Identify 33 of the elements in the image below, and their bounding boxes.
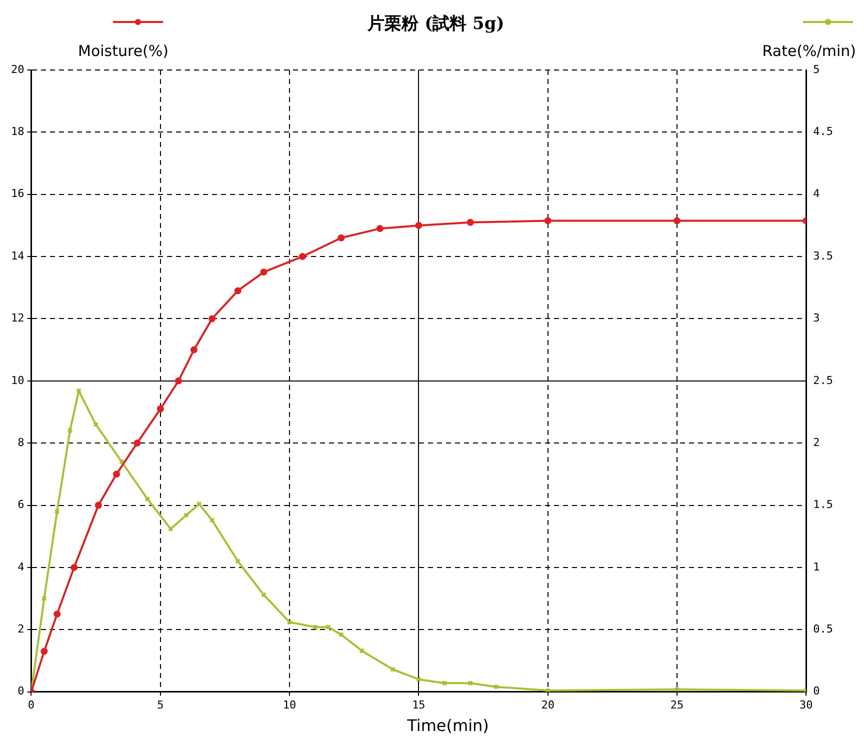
y-tick-label: 12 bbox=[10, 312, 24, 325]
y-tick-label: 10 bbox=[10, 374, 24, 387]
y-tick-label: 6 bbox=[18, 498, 24, 512]
x-tick-label: 0 bbox=[28, 698, 35, 712]
x-axis-title: Time(min) bbox=[406, 716, 490, 735]
y2-tick-label: 0 bbox=[813, 684, 820, 698]
y2-tick-label: 5 bbox=[813, 62, 820, 76]
y-tick-label: 20 bbox=[10, 62, 24, 76]
y-tick-label: 16 bbox=[10, 187, 24, 200]
y-tick-label: 0 bbox=[18, 684, 24, 698]
y2-tick-label: 3.5 bbox=[813, 249, 834, 262]
y2-tick-label: 1 bbox=[813, 560, 820, 574]
x-tick-label: 5 bbox=[157, 698, 164, 712]
y2-tick-label: 3 bbox=[813, 312, 820, 325]
x-tick-label: 20 bbox=[541, 698, 554, 712]
y2-tick-label: 4.5 bbox=[813, 125, 834, 138]
y2-tick-label: 2 bbox=[813, 436, 820, 449]
x-tick-label: 10 bbox=[282, 698, 296, 712]
chart-title: 片栗粉 (試料 5g) bbox=[366, 13, 506, 35]
y2-tick-label: 0.5 bbox=[813, 622, 834, 636]
x-tick-label: 25 bbox=[670, 698, 684, 712]
y2-axis-title: Rate(%/min) bbox=[762, 42, 856, 60]
y-tick-label: 18 bbox=[10, 125, 24, 138]
y2-tick-label: 1.5 bbox=[813, 498, 834, 512]
y-tick-label: 8 bbox=[18, 436, 24, 449]
x-tick-label: 15 bbox=[412, 698, 426, 712]
y2-tick-label: 4 bbox=[813, 187, 820, 200]
y-tick-label: 14 bbox=[10, 249, 25, 262]
y-tick-label: 2 bbox=[18, 622, 24, 636]
y2-tick-label: 2.5 bbox=[813, 374, 834, 387]
y-axis-title: Moisture(%) bbox=[78, 42, 169, 60]
y-tick-label: 4 bbox=[18, 560, 25, 574]
x-tick-label: 30 bbox=[800, 698, 813, 712]
